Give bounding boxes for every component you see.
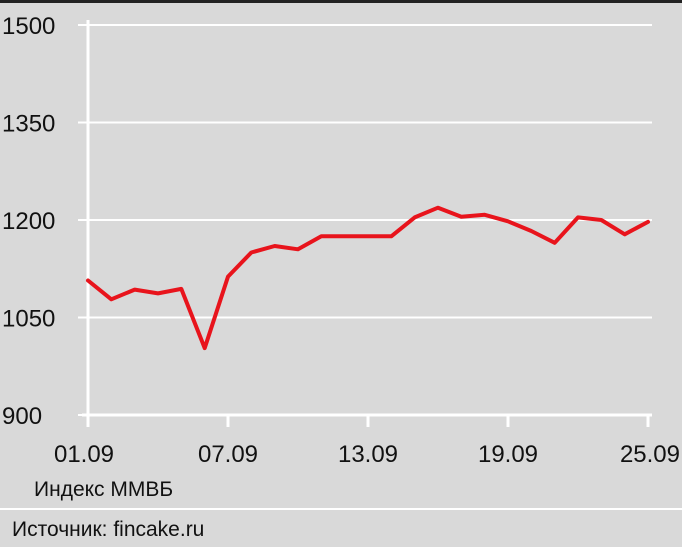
y-tick-label: 1200 bbox=[2, 208, 55, 235]
top-border bbox=[0, 0, 682, 3]
y-tick-label: 1350 bbox=[2, 111, 55, 138]
source-bar: Источник: fincake.ru bbox=[0, 508, 682, 547]
x-tick-label: 07.09 bbox=[198, 441, 258, 468]
x-tick-label: 25.09 bbox=[620, 441, 680, 468]
series-line bbox=[86, 205, 650, 351]
y-tick-label: 900 bbox=[2, 403, 42, 430]
chart-caption: Индекс ММВБ bbox=[34, 478, 174, 501]
grid bbox=[78, 24, 652, 427]
x-tick-labels: 01.09 07.09 13.09 19.09 25.09 bbox=[54, 441, 680, 468]
plot-area bbox=[88, 20, 648, 415]
y-tick-labels: 900 1050 1200 1350 1500 bbox=[2, 13, 55, 430]
y-tick-label: 1050 bbox=[2, 306, 55, 333]
x-tick-label: 01.09 bbox=[54, 441, 114, 468]
source-text: Источник: fincake.ru bbox=[12, 518, 205, 541]
line-chart: 900 1050 1200 1350 1500 01.09 07.09 13.09 19.09… bbox=[2, 13, 680, 468]
x-tick-label: 19.09 bbox=[478, 441, 538, 468]
y-tick-label: 1500 bbox=[2, 13, 55, 40]
x-tick-label: 13.09 bbox=[338, 441, 398, 468]
